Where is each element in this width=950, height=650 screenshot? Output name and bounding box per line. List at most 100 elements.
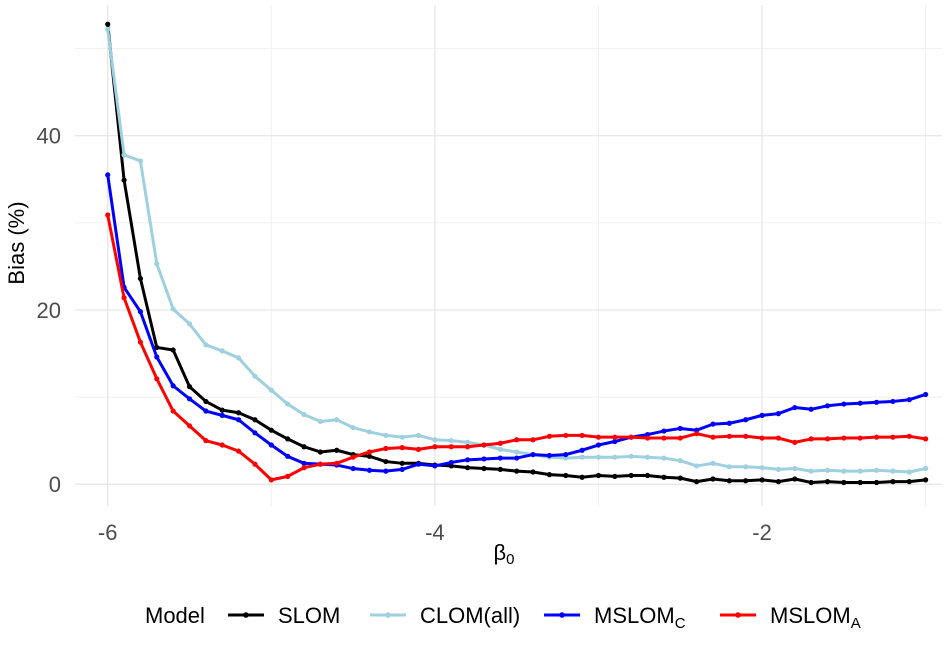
data-point [644,472,651,479]
data-point [595,454,602,460]
data-point [383,468,389,474]
legend: Model SLOM CLOM(all) MSLOMC MSLOMA [145,603,861,632]
data-point [644,435,651,441]
data-point [890,434,896,440]
data-point [235,410,242,416]
data-point [203,408,209,414]
data-point [824,467,831,473]
data-point [432,444,438,450]
data-point [170,347,176,353]
data-point [383,432,389,439]
data-point [301,444,307,450]
legend-label-main: SLOM [278,603,340,628]
data-point [203,398,209,405]
data-point [399,445,405,451]
data-point [775,435,782,441]
x-axis-title: β0 [494,540,515,568]
data-point [268,477,274,483]
data-point [252,430,258,436]
data-point [366,453,373,459]
data-point [105,21,111,27]
series-line [106,22,928,484]
data-point [775,479,782,485]
y-tick-label: 20 [37,298,61,323]
legend-label: CLOM(all) [420,603,520,628]
legend-key-point [735,612,741,618]
data-point [743,478,749,484]
data-point [415,461,422,467]
data-point [121,295,127,301]
data-point [530,437,536,443]
data-point [170,408,176,414]
x-tick-label: -4 [425,520,445,545]
series-lines [105,21,929,486]
data-point [154,344,160,351]
legend-label-sub: C [675,615,686,632]
data-point [432,463,438,469]
data-point [759,412,765,418]
data-point [497,440,503,446]
data-point [465,465,471,471]
data-point [595,472,602,479]
y-tick-label: 0 [49,472,61,497]
data-point [923,436,929,442]
x-tick-label: -6 [98,520,118,545]
data-point [317,461,323,467]
data-point [726,464,732,470]
data-point [383,458,389,465]
data-point [219,412,225,418]
data-point [219,442,225,448]
data-point [465,457,471,463]
data-point [465,439,471,445]
data-point [906,433,912,439]
data-point [890,479,896,485]
data-point [448,459,454,466]
data-point [906,397,912,403]
data-point [415,432,422,439]
data-point [677,458,683,464]
data-point [448,444,454,450]
data-point [514,468,520,474]
series-line [106,27,928,474]
data-point [546,472,552,478]
data-point [841,468,847,474]
data-point [890,468,896,474]
data-point [465,444,471,450]
data-point [399,434,405,440]
data-point [661,435,667,441]
data-point [579,454,585,460]
data-point [841,401,847,407]
data-point [808,406,814,412]
data-point [399,460,405,466]
data-point [154,261,160,267]
data-point [792,465,798,472]
data-point [301,465,307,471]
data-point [857,479,863,486]
data-point [628,434,634,440]
data-point [710,460,716,466]
data-point [105,172,111,178]
data-point [285,473,291,479]
data-point [808,468,814,474]
data-point [792,476,798,482]
y-tick-label: 40 [37,124,61,149]
data-point [530,469,536,475]
data-point [235,417,242,423]
data-point [317,449,323,455]
data-point [857,468,863,474]
data-point [775,411,782,417]
data-point [612,473,618,479]
legend-label: MSLOMA [770,603,861,632]
y-axis-title: Bias (%) [4,201,29,284]
axis-tick-labels: -6 -4 -2 0 20 40 [37,124,772,545]
data-point [399,466,405,473]
data-point [301,460,307,466]
data-point [137,339,144,345]
data-point [726,478,732,484]
data-point [186,321,193,327]
data-point [285,401,291,407]
grid-lines [75,5,942,506]
data-point [710,434,716,440]
series-slom [105,21,929,486]
data-point [808,479,814,486]
